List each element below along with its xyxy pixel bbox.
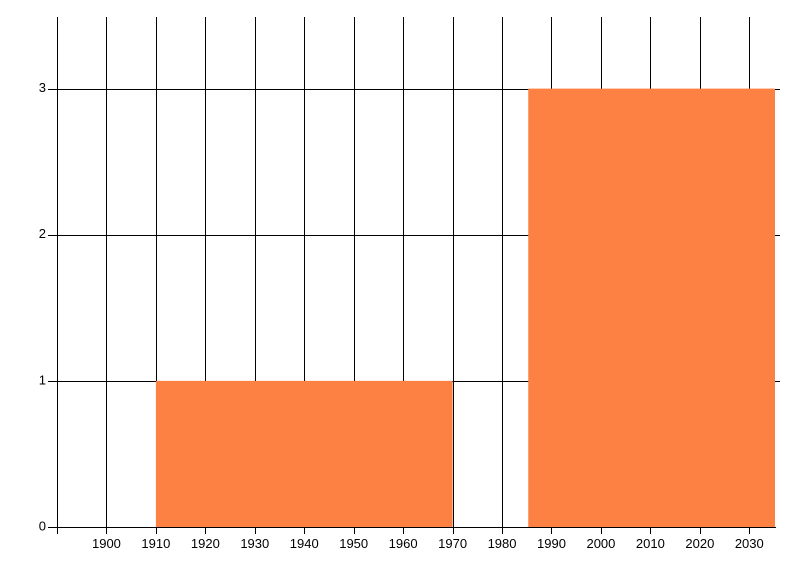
x-tick-label: 1940 (290, 536, 319, 551)
x-tick-label: 2020 (685, 536, 714, 551)
y-tick-label: 1 (39, 372, 46, 387)
x-tick-label: 2030 (735, 536, 764, 551)
x-tick-label: 1950 (339, 536, 368, 551)
x-tick-label: 1970 (438, 536, 467, 551)
bar (528, 88, 775, 527)
y-tick-label: 3 (39, 80, 46, 95)
x-tick-label: 1960 (389, 536, 418, 551)
x-tick-label: 1930 (240, 536, 269, 551)
y-tick-label: 0 (39, 518, 46, 533)
y-tick-label: 2 (39, 226, 46, 241)
x-tick-label: 1910 (141, 536, 170, 551)
x-tick-label: 2000 (586, 536, 615, 551)
x-tick-label: 1920 (191, 536, 220, 551)
x-tick-label: 2010 (636, 536, 665, 551)
x-tick-label: 1980 (488, 536, 517, 551)
x-tick-label: 1990 (537, 536, 566, 551)
bar (155, 380, 453, 527)
x-tick-label: 1900 (92, 536, 121, 551)
